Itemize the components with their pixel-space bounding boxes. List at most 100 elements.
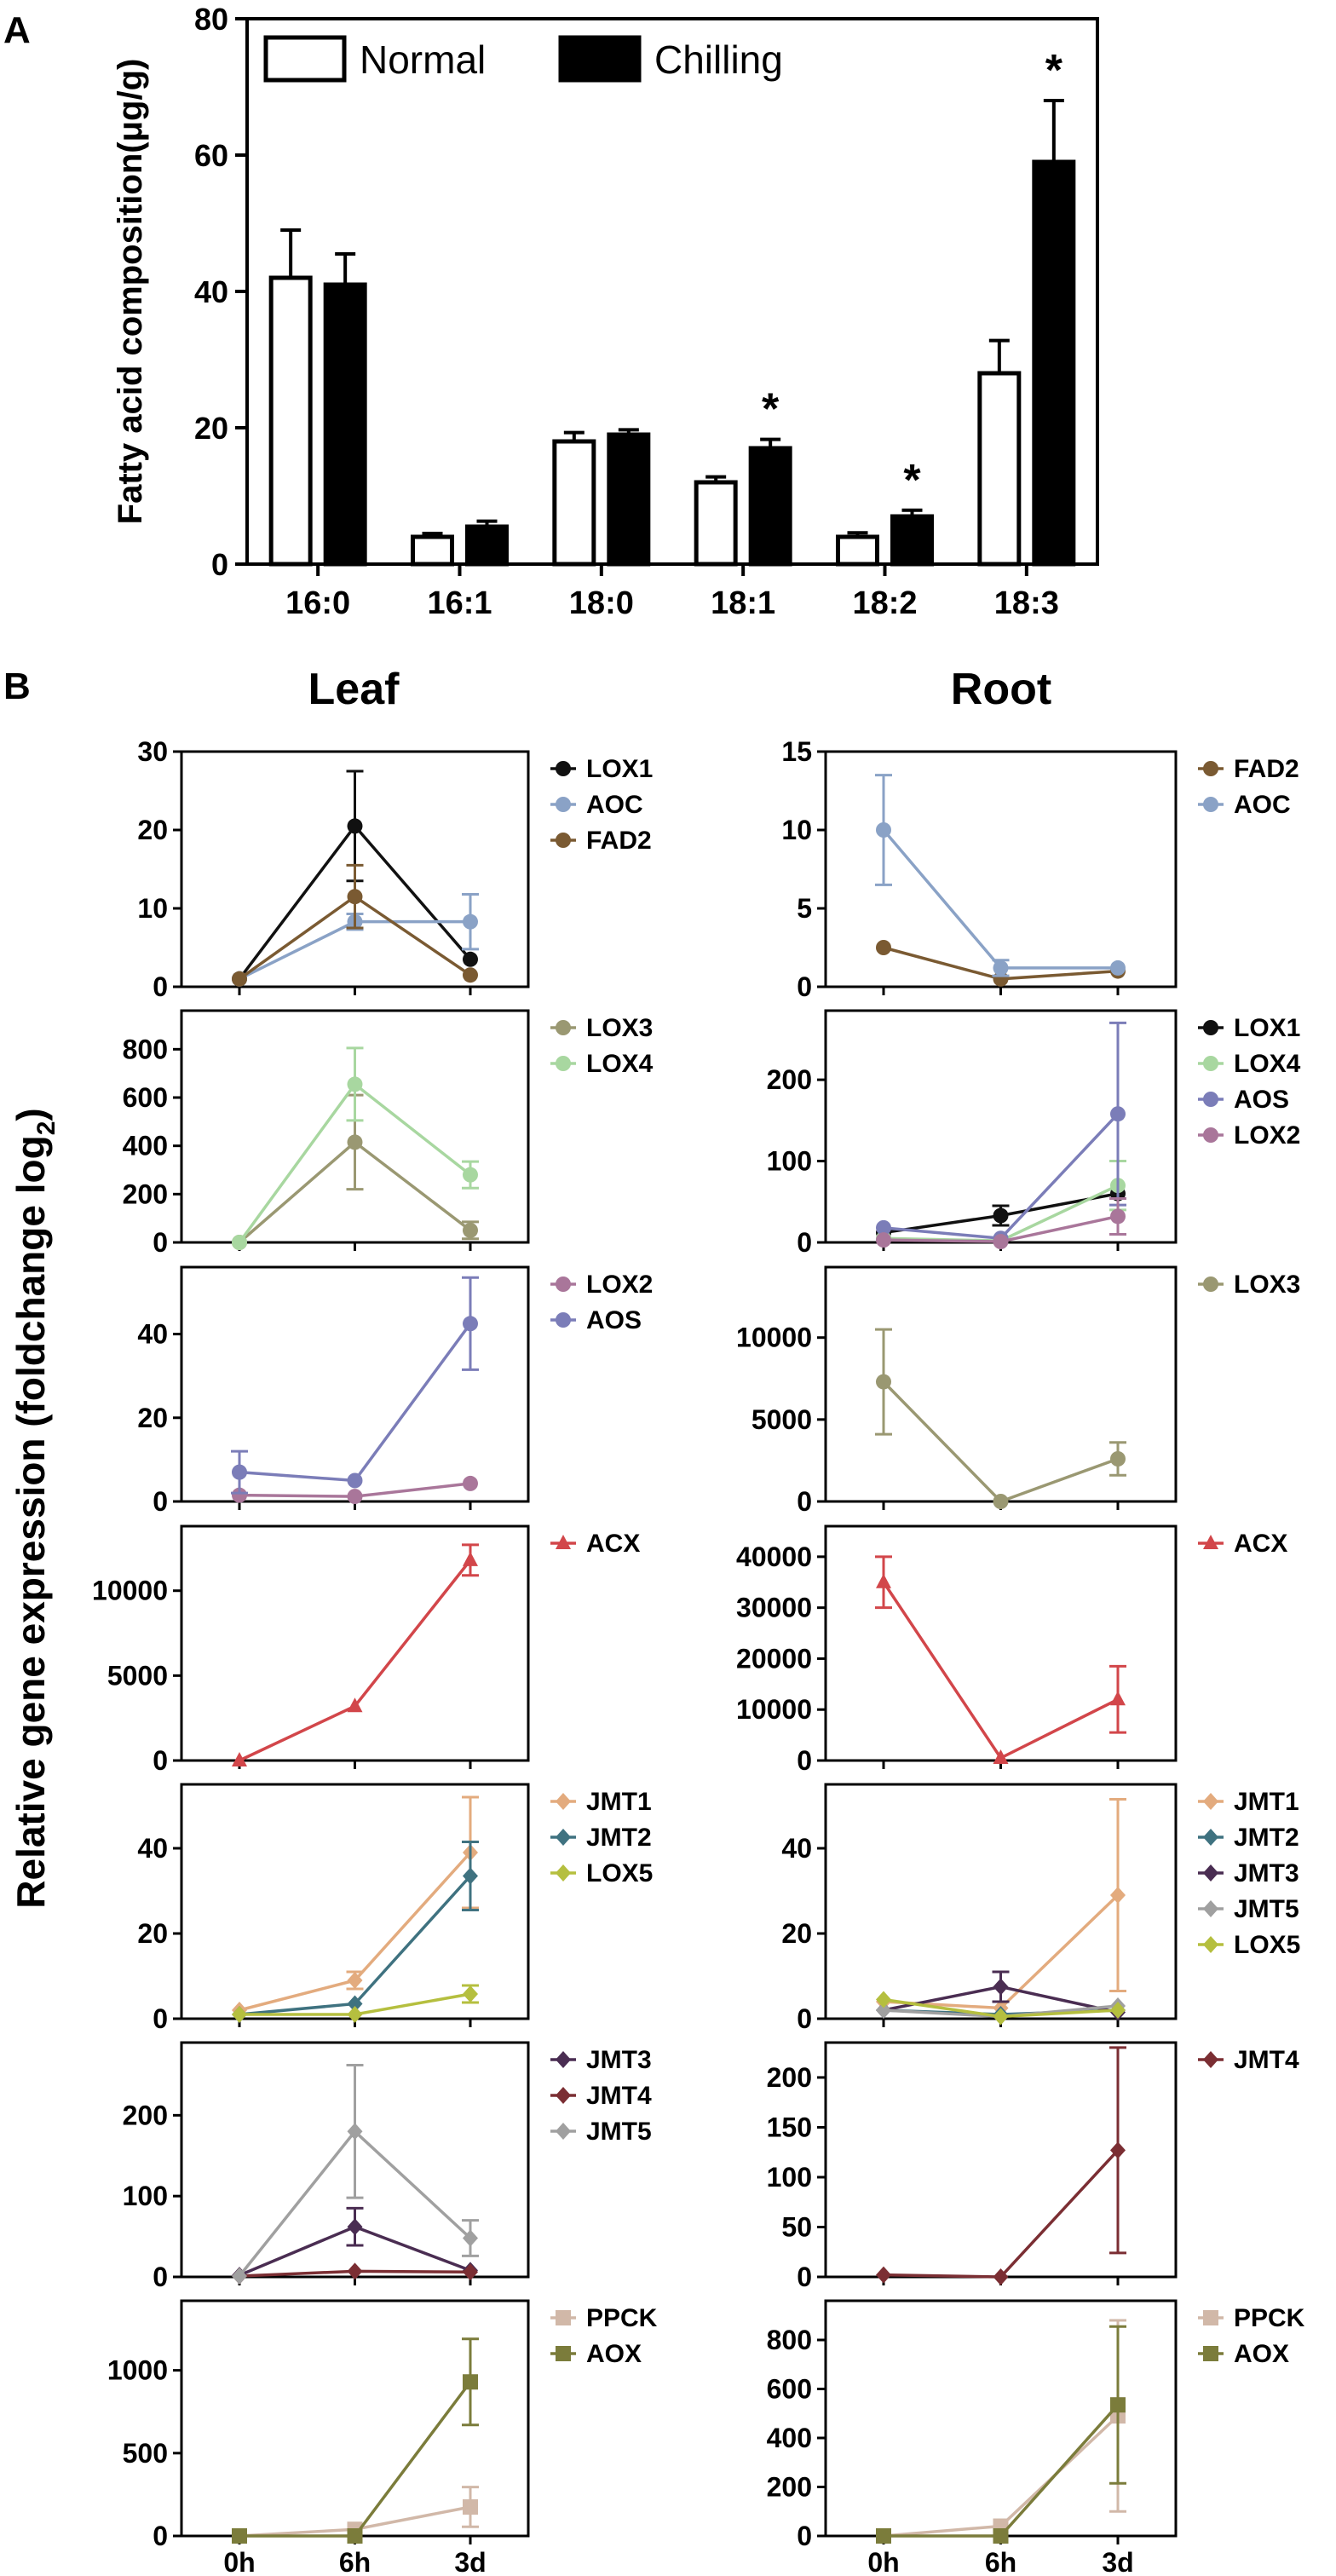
legend-label-aos: AOS (1234, 1086, 1289, 1114)
data-point-aoc-3d (463, 913, 478, 930)
significance-mark: * (762, 385, 780, 435)
data-point-jmt4-3d (1110, 2141, 1126, 2159)
data-point-fad2-0h (232, 971, 247, 987)
data-point-aos-6h (347, 1472, 363, 1489)
legend-swatch-normal (263, 35, 347, 83)
data-point-jmt4-0h (876, 2266, 891, 2284)
y-tick-label: 100 (123, 2181, 168, 2211)
data-point-jmt2-3d (463, 1867, 478, 1885)
legend-label-aoc: AOC (1234, 791, 1291, 819)
line-chart-leaf-4: 0 5000 10000 ACX (92, 1524, 640, 1776)
line-chart-root-4: 0 10000 20000 30000 40000 ACX (736, 1524, 1287, 1776)
series-line-aox (884, 2404, 1120, 2538)
y-tick-label: 100 (767, 2162, 812, 2193)
legend-marker-jmt1 (1203, 1793, 1218, 1810)
legend-marker-jmt5 (1203, 1900, 1218, 1917)
data-point-jmt4-3d (463, 2263, 478, 2281)
y-tick-label: 5000 (752, 1404, 812, 1435)
legend-label-lox4: LOX4 (586, 1050, 654, 1078)
data-point-aox-3d (463, 2374, 478, 2390)
y-tick-label: 800 (767, 2325, 812, 2355)
legend-label-jmt3: JMT3 (1234, 1859, 1299, 1887)
y-axis-label-subscript: 2 (32, 1121, 60, 1136)
legend-marker-lox5 (556, 1864, 571, 1882)
y-tick-label: 30000 (736, 1593, 812, 1623)
legend-label-chilling: Chilling (654, 37, 783, 82)
data-point-lox3-6h (993, 1494, 1009, 1509)
data-point-aox-0h (876, 2528, 891, 2544)
series-line-aos (239, 1323, 472, 1483)
category-label: 18:1 (711, 585, 775, 621)
bar-chilling-18-2 (890, 514, 934, 567)
legend-marker-jmt2 (556, 1829, 571, 1846)
category-label: 18:3 (994, 585, 1059, 621)
y-axis-label-close: ) (9, 1108, 53, 1121)
y-tick-label: 200 (767, 1064, 812, 1095)
y-tick-label: 15 (781, 736, 812, 767)
data-point-lox5-0h (232, 2006, 247, 2023)
data-point-lox1-3d (463, 951, 478, 967)
y-tick-label: 0 (797, 2262, 812, 2292)
legend-marker-jmt4 (556, 2087, 571, 2104)
legend-label-acx: ACX (1234, 1530, 1287, 1558)
category-label: 16:1 (427, 585, 492, 621)
legend-marker-aoc (556, 797, 571, 812)
bar-chilling-18-3 (1032, 159, 1076, 567)
data-point-lox5-0h (876, 1991, 891, 2008)
legend-label-jmt5: JMT5 (586, 2118, 652, 2146)
legend-marker-lox4 (556, 1056, 571, 1071)
data-point-aoc-0h (876, 822, 891, 838)
y-tick-label: 0 (211, 547, 228, 582)
y-tick-label: 0 (797, 2521, 812, 2551)
y-tick-label: 40 (194, 274, 228, 309)
data-point-jmt1-6h (347, 1972, 363, 1989)
y-tick-label: 30 (137, 736, 168, 767)
data-point-aoc-3d (1110, 960, 1126, 976)
legend-label-ppck: PPCK (586, 2304, 658, 2332)
data-point-aox-3d (1110, 2397, 1126, 2413)
significance-mark: * (1045, 46, 1063, 95)
data-point-jmt5-0h (876, 2002, 891, 2019)
significance-mark: * (903, 456, 921, 505)
y-tick-label: 0 (153, 971, 168, 1002)
legend-label-lox5: LOX5 (586, 1859, 653, 1887)
y-tick-label: 0 (797, 1486, 812, 1517)
data-point-lox5-6h (347, 2006, 363, 2023)
line-chart-leaf-2: 0 200 400 600 800 LOX3 LOX4 (123, 1009, 654, 1258)
legend-marker-aox (1203, 2346, 1218, 2361)
legend-marker-aox (556, 2346, 571, 2361)
data-point-aoc-6h (993, 960, 1009, 976)
data-point-aox-6h (347, 2528, 363, 2544)
data-point-aos-3d (1110, 1106, 1126, 1122)
series-line-lox3 (882, 1380, 1119, 1504)
data-point-lox2-0h (232, 1487, 247, 1503)
bar-chilling-18-0 (607, 432, 651, 567)
bar-normal-16-1 (411, 534, 454, 567)
bar-chilling-18-1 (748, 446, 792, 567)
data-point-aox-0h (232, 2528, 247, 2544)
y-tick-label: 500 (123, 2438, 168, 2469)
plot-frame (824, 2041, 1178, 2279)
data-point-lox1-6h (347, 818, 363, 834)
data-point-lox5-3d (1110, 2002, 1126, 2019)
line-chart-leaf-3: 0 20 40 LOX2 AOS (137, 1265, 653, 1517)
y-tick-label: 200 (767, 2062, 812, 2093)
y-tick-label: 0 (153, 2003, 168, 2034)
y-tick-label: 10 (781, 815, 812, 845)
legend-marker-jmt4 (1203, 2051, 1218, 2068)
data-point-jmt4-6h (347, 2262, 363, 2280)
y-tick-label: 0 (797, 971, 812, 1002)
y-tick-label: 20 (194, 411, 228, 446)
legend-marker-lox1 (1203, 1020, 1218, 1035)
legend-label-lox3: LOX3 (1234, 1271, 1300, 1299)
x-tick-label: 3d (454, 2547, 486, 2576)
data-point-lox4-0h (232, 1235, 247, 1250)
plot-frame (824, 1524, 1178, 1762)
legend-label-jmt2: JMT2 (1234, 1824, 1299, 1852)
legend-label-jmt1: JMT1 (586, 1788, 652, 1816)
data-point-lox2-0h (876, 1232, 891, 1248)
y-axis-label-main: Relative gene expression (foldchange log (9, 1135, 53, 1908)
legend-label-jmt4: JMT4 (1234, 2046, 1299, 2074)
legend-marker-acx (556, 1535, 571, 1549)
